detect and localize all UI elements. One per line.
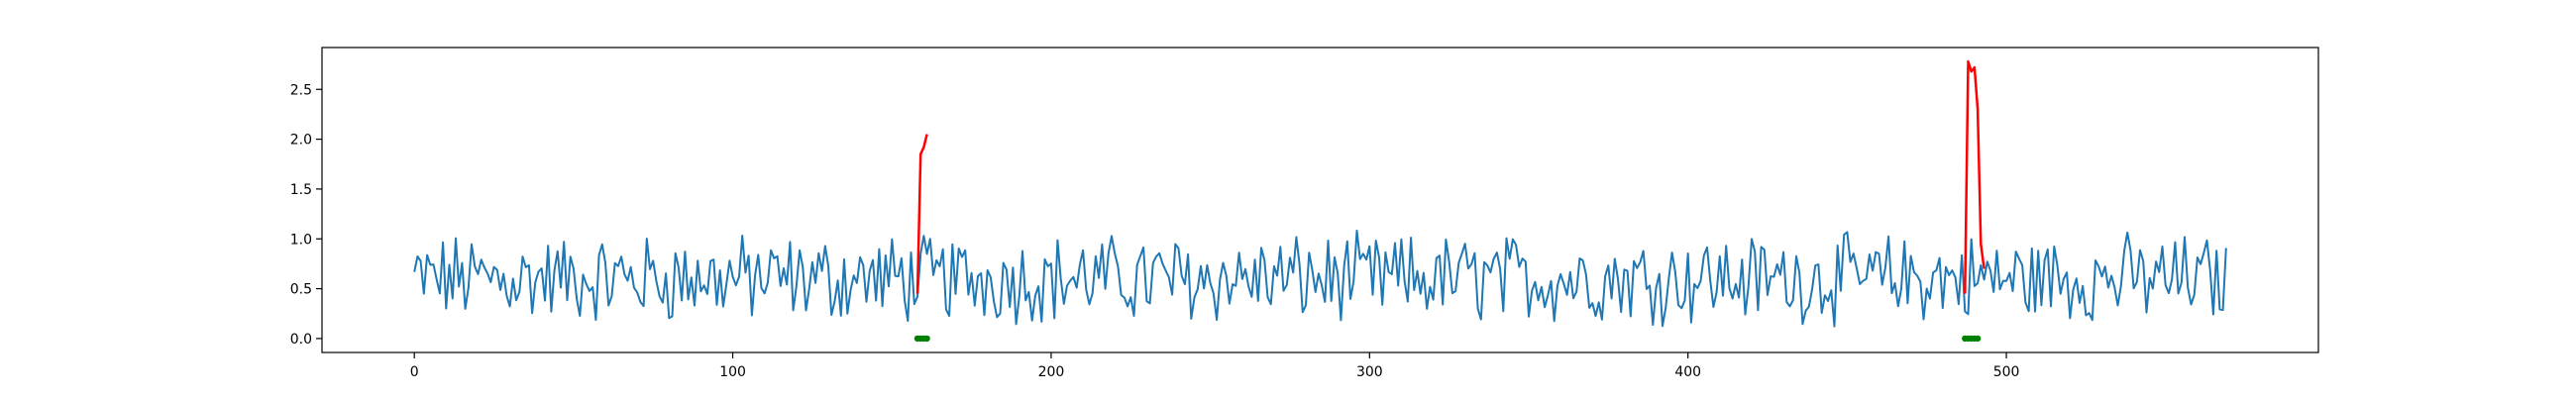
x-tick-label: 200 (1038, 364, 1065, 380)
marker-point-2-5 (1974, 335, 1982, 343)
axes: 0 100 200 300 400 500 0.0 0.5 1.0 1.5 2.0 2.5 (290, 47, 2319, 380)
y-tick-label: 2.5 (290, 82, 312, 98)
y-tick-label: 1.5 (290, 182, 312, 198)
marker-point-1-4 (923, 335, 930, 343)
y-tick-label: 0.0 (290, 332, 312, 348)
x-tick-label: 0 (410, 364, 419, 380)
x-tick-label: 400 (1674, 364, 1701, 380)
axes-frame (321, 47, 2319, 353)
x-tick-label: 100 (719, 364, 746, 380)
x-tick-label: 300 (1356, 364, 1383, 380)
y-tick-label: 2.0 (290, 133, 312, 149)
signal-series-line (413, 229, 2227, 328)
y-tick-label: 1.0 (290, 232, 312, 248)
anomaly-series-line-1 (915, 134, 928, 294)
plot-area (413, 59, 2227, 343)
anomaly-series-line-2 (1964, 59, 1986, 294)
y-tick-label: 0.5 (290, 282, 312, 298)
x-tick-label: 500 (1993, 364, 2020, 380)
